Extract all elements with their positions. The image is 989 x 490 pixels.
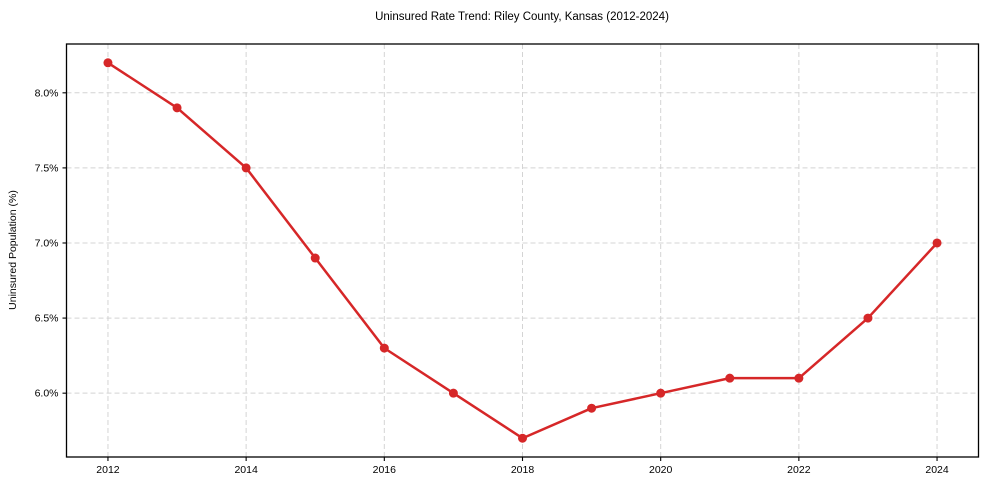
x-axis-tick-label: 2018 (511, 464, 535, 476)
data-point-marker (241, 163, 251, 173)
x-axis-tick-label: 2020 (649, 464, 673, 476)
data-point-marker (379, 343, 389, 353)
plot-area: 2012 2014 2016 2018 2020 2022 2024 6.0% 6.5% 7.0%… (35, 43, 980, 476)
chart-title: Uninsured Rate Trend: Riley County, Kans… (375, 11, 669, 23)
x-axis-tick-label: 2012 (96, 464, 120, 476)
y-axis-tick-label: 7.5% (35, 162, 59, 174)
y-axis-tick-label: 8.0% (35, 87, 59, 99)
data-point-marker (172, 103, 182, 113)
data-point-marker (103, 58, 113, 68)
data-point-marker (863, 313, 873, 323)
data-point-marker (725, 373, 735, 383)
x-axis-tick-label: 2016 (373, 464, 397, 476)
data-point-marker (587, 403, 597, 413)
x-axis-tick-label: 2014 (234, 464, 258, 476)
data-point-marker (310, 253, 320, 263)
x-axis-tick-label: 2022 (787, 464, 811, 476)
data-point-marker (518, 433, 527, 443)
data-point-marker (656, 388, 666, 398)
data-point-marker (932, 238, 942, 248)
plot-border (65, 43, 980, 458)
y-axis-tick-label: 6.5% (35, 313, 59, 325)
x-axis-tick-label: 2024 (925, 464, 949, 476)
data-point-marker (794, 373, 804, 383)
y-axis-label: Uninsured Population (%) (7, 190, 19, 310)
data-point-marker (448, 388, 458, 398)
y-axis-tick-label: 6.0% (35, 388, 59, 400)
y-axis-tick-label: 7.0% (35, 237, 59, 249)
